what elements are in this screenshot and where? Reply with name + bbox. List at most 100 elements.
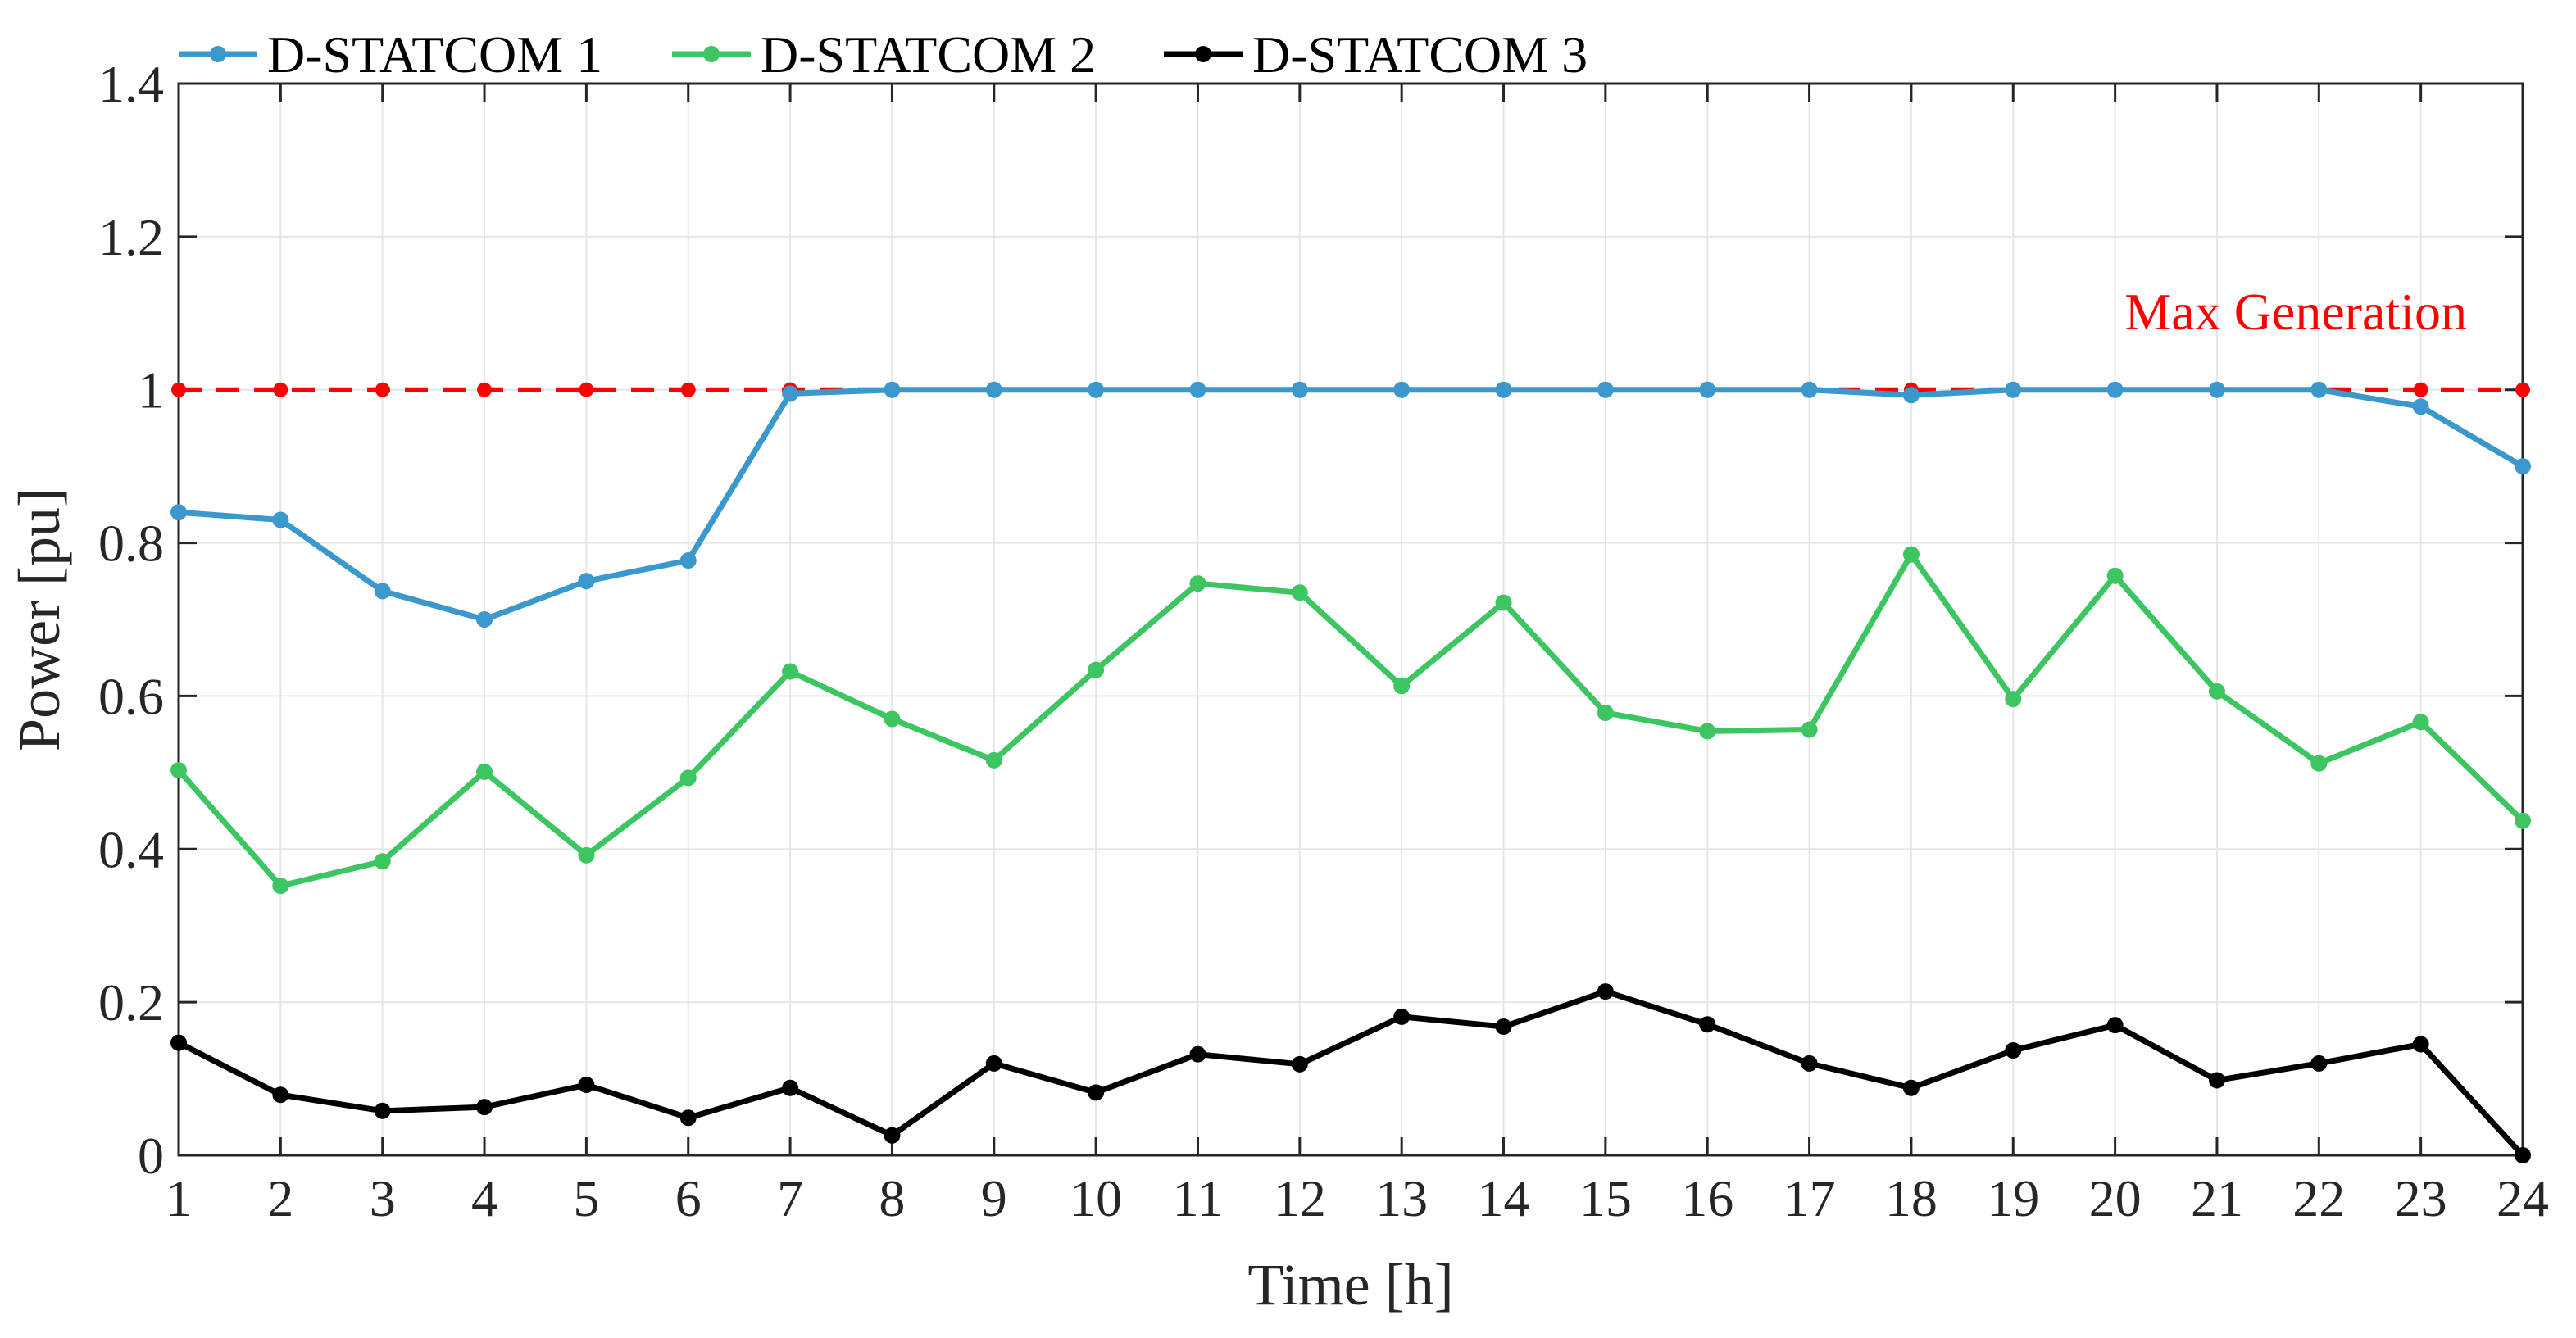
data-point (578, 573, 595, 590)
data-point (1699, 723, 1716, 740)
data-point (2005, 381, 2022, 398)
y-axis-label: Power [pu] (7, 488, 72, 751)
data-point (1699, 1016, 1716, 1033)
legend: D-STATCOM 1 D-STATCOM 2 D-STATCOM 3 (179, 25, 1588, 84)
data-point (1088, 1084, 1105, 1101)
x-tick-label: 24 (2496, 1169, 2549, 1227)
y-tick-label: 1.4 (98, 55, 164, 113)
data-point (170, 1034, 187, 1051)
data-point (1189, 381, 1206, 398)
data-point (782, 1079, 799, 1096)
legend-label: D-STATCOM 1 (267, 25, 602, 84)
data-point (985, 751, 1002, 769)
x-tick-label: 18 (1885, 1169, 1938, 1227)
data-point (476, 1099, 493, 1116)
y-tick-label: 0.4 (98, 820, 164, 878)
data-point (476, 763, 493, 780)
data-point (1902, 1079, 1920, 1096)
data-point (679, 769, 697, 787)
data-point (1088, 661, 1105, 678)
y-tick-label: 1.2 (98, 208, 164, 266)
data-point (170, 504, 187, 521)
series-1 (170, 381, 2531, 628)
y-tick-label: 1 (138, 361, 164, 420)
data-point (2412, 398, 2429, 415)
max-generation-point (375, 382, 390, 397)
legend-item-2: D-STATCOM 2 (672, 25, 1096, 84)
data-point (884, 1127, 901, 1144)
x-tick-label: 3 (370, 1169, 396, 1227)
max-generation-annotation: Max Generation (2124, 283, 2467, 341)
data-point (2515, 458, 2531, 475)
series-lines (170, 381, 2531, 1163)
data-point (1495, 381, 1512, 398)
data-point (374, 853, 391, 870)
data-point (1597, 704, 1614, 721)
data-point (2515, 1147, 2531, 1163)
series-line (178, 387, 2524, 623)
data-point (1291, 381, 1308, 398)
x-tick-label: 5 (573, 1169, 599, 1227)
data-point (1393, 1008, 1411, 1025)
data-point (1495, 1018, 1512, 1036)
x-tick-label: 11 (1173, 1169, 1224, 1227)
data-point (2310, 755, 2328, 772)
legend-item-1: D-STATCOM 1 (179, 25, 602, 84)
y-axis: 0 0.2 0.4 0.6 0.8 1 1.2 1.4 (98, 55, 2523, 1185)
data-point (2310, 381, 2328, 398)
data-point (170, 762, 187, 779)
data-point (2412, 714, 2429, 731)
x-tick-label: 9 (981, 1169, 1007, 1227)
x-tick-label: 20 (2089, 1169, 2142, 1227)
x-tick-label: 1 (166, 1169, 192, 1227)
x-tick-label: 12 (1274, 1169, 1326, 1227)
x-tick-label: 7 (777, 1169, 803, 1227)
data-point (272, 1086, 289, 1104)
data-point (782, 385, 799, 402)
x-tick-label: 4 (471, 1169, 497, 1227)
data-point (2106, 1017, 2124, 1034)
x-tick-label: 10 (1070, 1169, 1122, 1227)
data-point (1189, 575, 1206, 592)
data-point (272, 878, 289, 895)
series-3 (170, 983, 2531, 1163)
data-point (1088, 381, 1105, 398)
plot-area-frame (177, 82, 2524, 1157)
legend-swatch-marker (703, 46, 720, 62)
x-tick-label: 2 (267, 1169, 293, 1227)
x-tick-label: 17 (1783, 1169, 1836, 1227)
legend-label: D-STATCOM 2 (761, 25, 1096, 84)
data-point (1291, 1055, 1308, 1073)
data-point (374, 583, 391, 600)
x-tick-label: 15 (1579, 1169, 1632, 1227)
data-point (1597, 983, 1614, 1000)
data-point (2515, 812, 2531, 829)
data-point (679, 552, 697, 569)
data-point (374, 1102, 391, 1119)
x-tick-label: 21 (2191, 1169, 2243, 1227)
data-point (2208, 381, 2225, 398)
data-point (272, 511, 289, 528)
data-point (578, 846, 595, 864)
legend-swatch-marker (1195, 46, 1211, 62)
legend-item-3: D-STATCOM 3 (1164, 25, 1588, 84)
data-point (476, 611, 493, 628)
x-axis: 1 2 3 4 5 6 7 8 9 10 11 12 13 14 15 16 17 18 19 20 21 22 23 24 (166, 84, 2549, 1227)
max-generation-point (579, 382, 594, 397)
data-point (1902, 387, 1920, 404)
series-2 (170, 546, 2531, 895)
data-point (2106, 567, 2124, 584)
data-point (884, 381, 901, 398)
data-point (2412, 1036, 2429, 1053)
y-tick-label: 0 (138, 1127, 164, 1185)
x-tick-label: 19 (1987, 1169, 2039, 1227)
max-generation-point (477, 382, 493, 397)
data-point (1699, 381, 1716, 398)
max-generation-point (2413, 382, 2428, 397)
series-line (177, 988, 2525, 1158)
data-point (578, 1077, 595, 1094)
y-tick-label: 0.6 (98, 667, 164, 725)
data-point (1393, 678, 1411, 695)
y-tick-label: 0.8 (98, 515, 164, 573)
data-point (2005, 1042, 2022, 1059)
